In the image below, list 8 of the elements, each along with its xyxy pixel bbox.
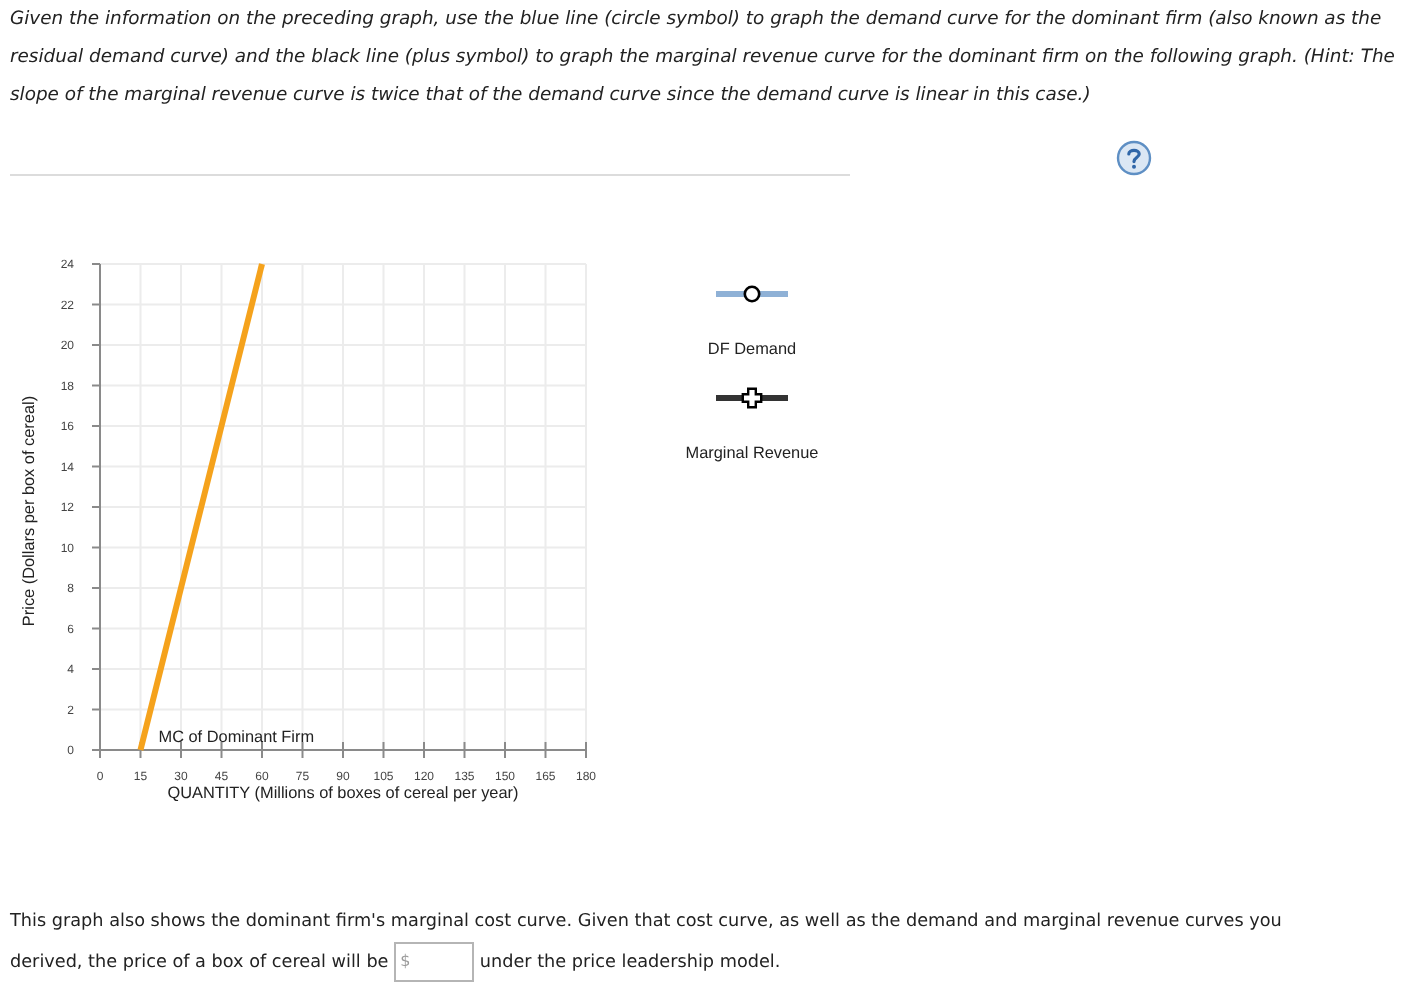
text: Marginal Revenue [685,444,820,462]
text-field: $ [394,942,475,982]
series-label: MC of Dominant Firm [158,728,315,746]
text: Given the information on the preceding graph, use the blue line (circle symbol) to graph the demand curve for the dominant firm (also known as the residual demand curve) and the black line (plus symbol) to graph the marginal revenue curve for the dominant firm on the following graph. (Hint: The slope of the marginal revenue curve is twice that of the demand curve since the demand curve is linear in this case.) [10,6,1397,110]
x-axis-title: QUANTITY (Millions of boxes of cereal per year) [167,783,520,802]
text: under the price leadership model. [479,952,781,973]
y-axis-title: Price (Dollars per box of cereal) [19,395,38,627]
text: DF Demand [707,340,798,358]
